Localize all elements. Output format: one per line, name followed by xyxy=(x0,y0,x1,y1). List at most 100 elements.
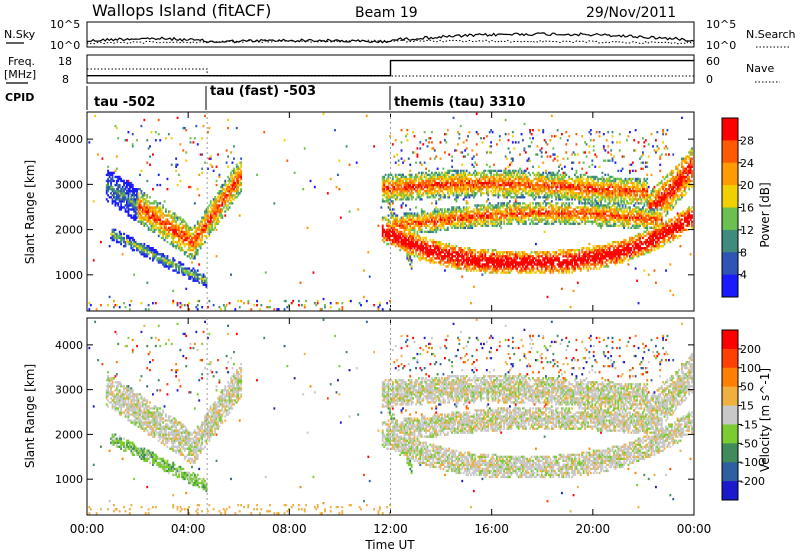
power-cell xyxy=(419,251,422,254)
power-cell xyxy=(444,245,446,248)
power-cell xyxy=(419,242,422,246)
power-cell xyxy=(511,185,514,189)
power-cell xyxy=(182,220,185,223)
power-cell xyxy=(123,198,125,201)
power-cell xyxy=(204,214,206,217)
power-cell xyxy=(413,183,416,187)
power-cell xyxy=(548,171,550,175)
power-cell xyxy=(471,255,474,258)
power-cell xyxy=(523,185,526,189)
power-cell xyxy=(144,253,147,256)
power-cell xyxy=(522,139,524,142)
power-cell xyxy=(383,230,386,234)
power-cell xyxy=(191,255,193,258)
power-cell xyxy=(205,279,208,282)
power-cell xyxy=(503,218,506,221)
power-cell xyxy=(524,181,527,185)
power-cell xyxy=(548,206,550,209)
power-cell xyxy=(387,175,390,179)
power-cell xyxy=(452,169,455,173)
power-cell xyxy=(114,183,117,187)
power-cell xyxy=(435,218,438,221)
power-cell xyxy=(394,218,397,221)
power-cell xyxy=(455,173,458,177)
power-cell xyxy=(501,261,504,264)
power-cell xyxy=(115,190,118,193)
power-cell xyxy=(536,218,539,221)
power-cell xyxy=(180,234,183,238)
power-cell xyxy=(461,263,464,266)
power-cell xyxy=(471,222,474,225)
power-cell xyxy=(439,194,442,197)
power-cell xyxy=(475,163,478,166)
power-cell xyxy=(193,253,196,256)
power-cell xyxy=(509,192,511,195)
power-cell xyxy=(224,306,227,309)
power-cell xyxy=(468,226,471,230)
power-cell xyxy=(439,255,442,258)
power-cell xyxy=(546,251,549,254)
power-cell xyxy=(140,192,143,195)
power-cell xyxy=(220,214,222,217)
power-cell xyxy=(491,251,494,254)
power-cell xyxy=(475,173,478,177)
power-cell xyxy=(405,183,407,187)
power-cell xyxy=(501,192,504,195)
power-cell xyxy=(409,175,412,179)
power-cell xyxy=(509,257,511,260)
power-cell xyxy=(432,177,435,181)
power-cell xyxy=(387,228,390,232)
power-cell xyxy=(121,198,124,201)
power-cell xyxy=(422,222,425,225)
power-cell xyxy=(523,122,526,126)
power-cell xyxy=(477,210,480,213)
power-cell xyxy=(409,234,412,238)
power-cell xyxy=(131,249,134,252)
power-cell xyxy=(137,200,140,203)
power-cell xyxy=(399,177,402,181)
power-cell xyxy=(172,257,175,260)
power-cell xyxy=(546,198,549,201)
power-cell xyxy=(500,169,503,173)
power-cell xyxy=(416,220,419,223)
power-cell xyxy=(519,257,521,260)
power-cell xyxy=(552,208,555,211)
power-cell xyxy=(546,295,549,299)
power-cell xyxy=(519,175,521,179)
power-cell xyxy=(483,173,485,177)
power-cell xyxy=(445,210,448,213)
power-cell xyxy=(507,171,510,175)
power-cell xyxy=(480,173,482,177)
power-cell xyxy=(470,216,472,219)
power-cell xyxy=(136,202,138,205)
power-cell xyxy=(416,230,419,234)
power-cell xyxy=(139,245,141,248)
power-cell xyxy=(173,234,176,238)
power-cell xyxy=(238,306,241,309)
power-cell xyxy=(472,285,475,289)
power-cell xyxy=(183,226,186,230)
power-cell xyxy=(504,171,507,175)
power-cell xyxy=(400,216,403,219)
power-cell xyxy=(461,169,464,173)
power-cell xyxy=(143,255,146,258)
power-cell xyxy=(394,175,397,179)
power-cell xyxy=(431,218,433,221)
power-cell xyxy=(535,263,537,266)
power-cell xyxy=(111,171,114,175)
power-cell xyxy=(472,220,475,223)
power-cell xyxy=(432,224,435,227)
power-cell xyxy=(418,222,420,225)
power-cell xyxy=(555,188,558,191)
power-cell xyxy=(179,230,182,234)
power-cell xyxy=(539,175,542,179)
power-cell xyxy=(433,190,436,193)
power-cell xyxy=(387,185,390,189)
power-cell xyxy=(514,194,517,197)
power-cell xyxy=(501,188,504,191)
power-cell xyxy=(126,190,128,193)
power-cell xyxy=(429,214,432,217)
power-cell xyxy=(435,245,438,248)
power-cell xyxy=(543,139,546,142)
power-cell xyxy=(163,265,166,268)
